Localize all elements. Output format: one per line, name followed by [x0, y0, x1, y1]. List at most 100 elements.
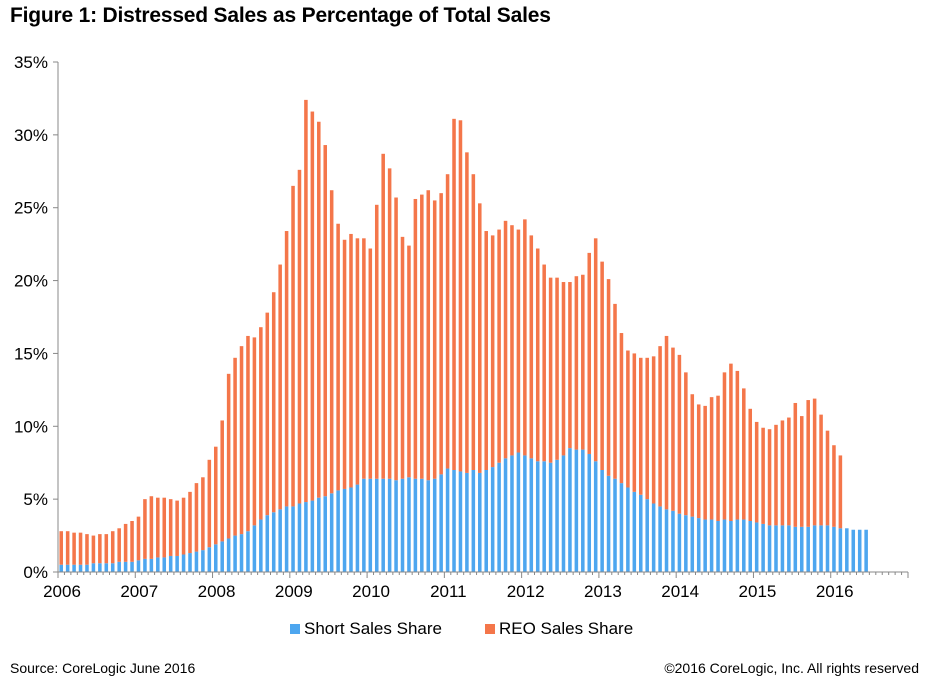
chart-title: Figure 1: Distressed Sales as Percentage…	[10, 4, 551, 27]
short-sales-bar	[619, 483, 624, 572]
reo-sales-bar	[780, 420, 785, 526]
short-sales-bar	[213, 544, 218, 572]
reo-sales-bar	[213, 446, 218, 545]
short-sales-bar	[490, 467, 495, 572]
short-sales-bar	[471, 470, 476, 572]
short-sales-bar	[748, 521, 753, 572]
reo-sales-bar	[355, 238, 360, 485]
short-sales-bar	[284, 506, 289, 572]
reo-sales-bar	[181, 497, 186, 555]
short-sales-bar	[362, 478, 366, 572]
reo-sales-bar	[523, 219, 527, 456]
reo-sales-bar	[265, 312, 270, 516]
short-sales-bar	[271, 512, 276, 572]
short-sales-bar	[799, 526, 804, 572]
reo-sales-bar	[59, 531, 63, 565]
short-sales-bar	[542, 461, 546, 572]
reo-sales-bar	[484, 231, 488, 470]
reo-sales-bar	[825, 430, 830, 526]
reo-sales-bar	[349, 233, 353, 488]
short-sales-bar	[825, 525, 830, 572]
legend-label-reo-sales: REO Sales Share	[499, 619, 633, 638]
y-tick-label: 15%	[14, 344, 48, 363]
y-tick-label: 25%	[14, 199, 48, 218]
reo-sales-bar	[149, 496, 154, 559]
short-sales-bar	[201, 550, 205, 572]
reo-sales-bar	[123, 523, 128, 562]
reo-sales-bar	[767, 429, 772, 526]
short-sales-bar	[278, 509, 282, 572]
source-note: Source: CoreLogic June 2016	[10, 660, 196, 676]
short-sales-bar	[658, 506, 662, 572]
reo-sales-bar	[735, 370, 740, 520]
short-sales-bar	[864, 529, 868, 572]
short-sales-bar	[175, 555, 179, 572]
reo-sales-bar	[407, 245, 411, 478]
short-sales-bar	[845, 528, 849, 572]
short-sales-bar	[793, 526, 798, 572]
reo-sales-bar	[581, 274, 585, 450]
short-sales-bar	[420, 478, 424, 572]
reo-sales-bar	[323, 145, 328, 497]
short-sales-bar	[716, 521, 720, 572]
short-sales-bar	[413, 478, 418, 572]
short-sales-bar	[568, 448, 572, 572]
short-sales-bar	[606, 475, 611, 572]
reo-sales-bar	[168, 499, 173, 556]
short-sales-bar	[323, 496, 328, 572]
reo-sales-bar	[439, 193, 443, 475]
short-sales-bar	[452, 470, 456, 572]
short-sales-bar	[394, 480, 398, 572]
y-tick-label: 10%	[14, 417, 48, 436]
copyright-note: ©2016 CoreLogic, Inc. All rights reserve…	[664, 660, 919, 676]
reo-sales-bar	[110, 531, 115, 564]
short-sales-bar	[374, 478, 379, 572]
reo-sales-bar	[516, 229, 521, 453]
reo-sales-bar	[310, 111, 315, 501]
short-sales-bar	[265, 515, 270, 572]
reo-sales-bar	[72, 532, 76, 565]
short-sales-bar	[523, 455, 527, 572]
reo-sales-bar	[420, 194, 424, 479]
short-sales-bar	[645, 499, 649, 572]
x-tick-label: 2006	[43, 582, 81, 601]
short-sales-bar	[181, 554, 186, 572]
reo-sales-bar	[806, 400, 810, 527]
reo-sales-bar	[613, 303, 617, 479]
short-sales-bar	[194, 551, 199, 572]
short-sales-bar	[787, 525, 791, 572]
reo-sales-bar	[548, 277, 553, 463]
reo-sales-bar	[651, 356, 656, 504]
y-tick-label: 0%	[23, 563, 48, 582]
reo-sales-bar	[413, 198, 418, 479]
short-sales-bar	[638, 494, 643, 572]
reo-sales-bar	[220, 420, 224, 542]
short-sales-bar	[851, 529, 856, 572]
x-tick-label: 2012	[507, 582, 545, 601]
reo-sales-bar	[787, 417, 791, 526]
short-sales-bar	[156, 557, 160, 572]
reo-sales-bar	[529, 235, 534, 459]
short-sales-bar	[761, 523, 765, 572]
reo-sales-bar	[156, 497, 160, 558]
short-sales-bar	[188, 553, 192, 572]
short-sales-bar	[465, 472, 469, 572]
short-sales-bar	[91, 563, 96, 572]
short-sales-bar	[458, 471, 463, 572]
axes-group: 0% 5% 10% 15% 20% 25% 30% 35% 2006 2007 2008 2009 20…	[14, 53, 909, 601]
reo-sales-bar	[465, 152, 469, 473]
reo-sales-bar	[503, 220, 508, 459]
reo-sales-bar	[162, 497, 167, 558]
reo-sales-bar	[619, 333, 624, 484]
reo-sales-bar	[632, 353, 637, 492]
reo-sales-bar	[696, 404, 701, 519]
short-sales-bar	[110, 563, 115, 572]
reo-sales-bar	[709, 397, 714, 520]
reo-sales-bar	[593, 238, 598, 462]
reo-sales-bar	[143, 499, 147, 559]
short-sales-bar	[136, 560, 141, 572]
reo-sales-bar	[304, 99, 308, 503]
reo-sales-bar	[194, 483, 199, 552]
reo-sales-bar	[65, 531, 70, 565]
reo-sales-bar	[490, 235, 495, 468]
